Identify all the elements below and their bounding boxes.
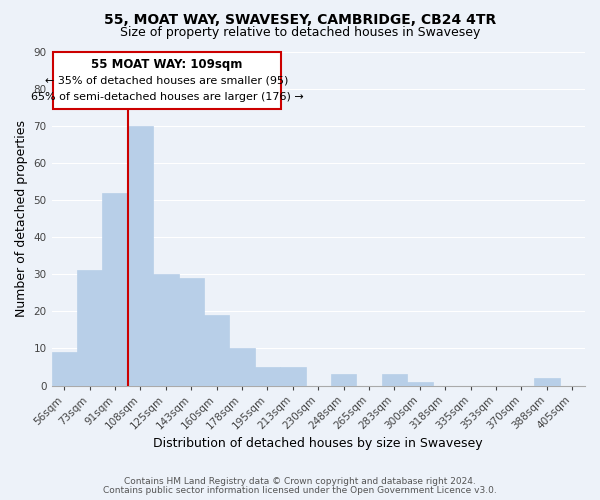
- Bar: [331, 374, 356, 386]
- Text: 55 MOAT WAY: 109sqm: 55 MOAT WAY: 109sqm: [91, 58, 243, 71]
- FancyBboxPatch shape: [53, 52, 281, 109]
- Text: Contains public sector information licensed under the Open Government Licence v3: Contains public sector information licen…: [103, 486, 497, 495]
- Bar: [229, 348, 255, 386]
- Text: 55, MOAT WAY, SWAVESEY, CAMBRIDGE, CB24 4TR: 55, MOAT WAY, SWAVESEY, CAMBRIDGE, CB24 …: [104, 12, 496, 26]
- Bar: [77, 270, 103, 386]
- Text: ← 35% of detached houses are smaller (95): ← 35% of detached houses are smaller (95…: [46, 76, 289, 86]
- Bar: [103, 192, 128, 386]
- Bar: [255, 367, 280, 386]
- Bar: [128, 126, 153, 386]
- Bar: [382, 374, 407, 386]
- Bar: [179, 278, 204, 386]
- Text: Contains HM Land Registry data © Crown copyright and database right 2024.: Contains HM Land Registry data © Crown c…: [124, 477, 476, 486]
- Bar: [407, 382, 433, 386]
- Bar: [534, 378, 560, 386]
- Bar: [280, 367, 305, 386]
- Y-axis label: Number of detached properties: Number of detached properties: [15, 120, 28, 317]
- Bar: [204, 315, 229, 386]
- Bar: [52, 352, 77, 386]
- Text: Size of property relative to detached houses in Swavesey: Size of property relative to detached ho…: [120, 26, 480, 39]
- Text: 65% of semi-detached houses are larger (176) →: 65% of semi-detached houses are larger (…: [31, 92, 304, 102]
- X-axis label: Distribution of detached houses by size in Swavesey: Distribution of detached houses by size …: [154, 437, 483, 450]
- Bar: [153, 274, 179, 386]
